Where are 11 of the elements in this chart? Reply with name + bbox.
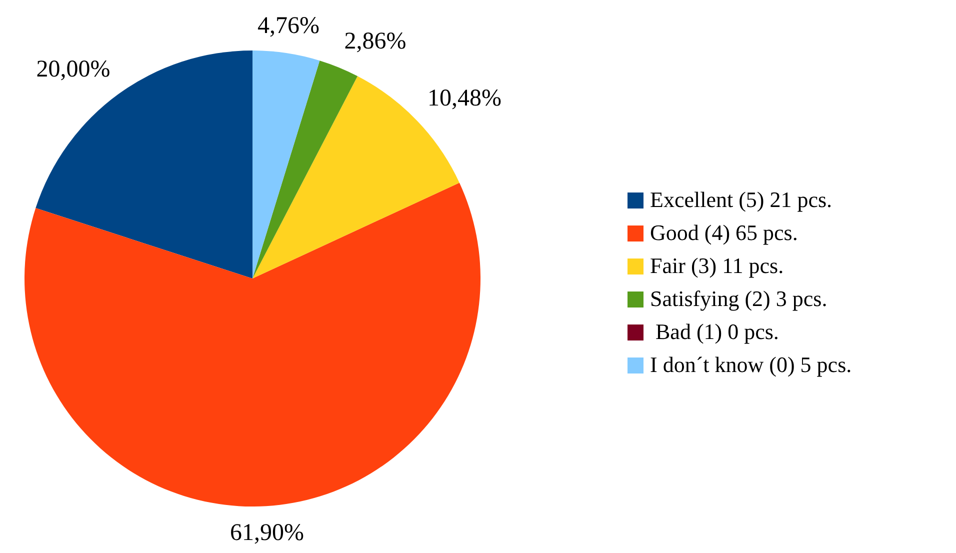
data-label: 10,48%: [427, 85, 502, 112]
legend-label: Fair (3) 11 pcs.: [650, 253, 784, 279]
legend-label: Excellent (5) 21 pcs.: [650, 187, 832, 213]
legend-label: Good (4) 65 pcs.: [650, 220, 798, 246]
legend-label: Satisfying (2) 3 pcs.: [650, 286, 828, 312]
legend-label: Bad (1) 0 pcs.: [654, 319, 779, 345]
data-label: 4,76%: [258, 13, 320, 40]
legend-label: I don´t know (0) 5 pcs.: [650, 352, 852, 378]
data-label: 20,00%: [36, 56, 110, 83]
data-label: 61,90%: [230, 520, 304, 546]
data-label: 2,86%: [344, 28, 406, 55]
